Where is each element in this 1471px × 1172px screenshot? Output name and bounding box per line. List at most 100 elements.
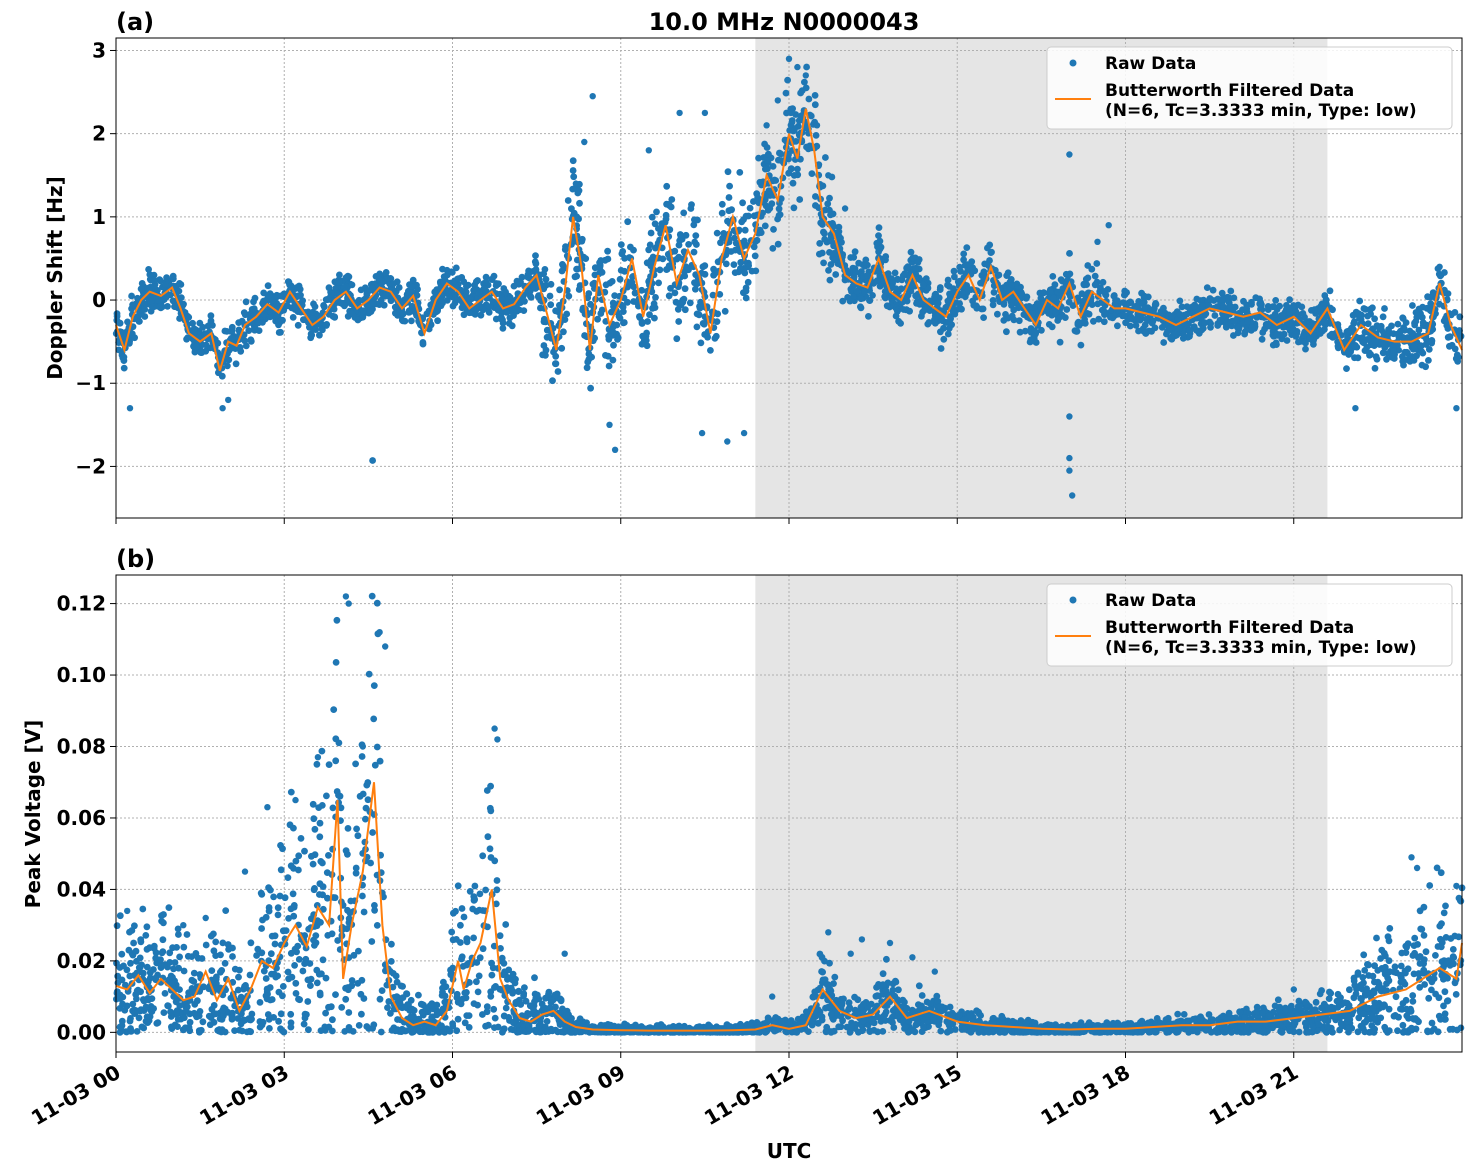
raw-data-point — [1349, 311, 1357, 319]
raw-data-point — [1066, 250, 1073, 257]
raw-data-point — [457, 921, 464, 929]
raw-data-point — [1453, 405, 1460, 412]
raw-data-point — [570, 173, 578, 181]
raw-data-point — [1066, 270, 1074, 278]
raw-data-point — [1273, 331, 1281, 339]
raw-data-point — [1160, 304, 1167, 312]
raw-data-point — [175, 287, 183, 295]
raw-data-point — [892, 312, 900, 320]
raw-data-point — [769, 177, 777, 185]
raw-data-point — [520, 307, 528, 314]
raw-data-point — [325, 284, 333, 292]
raw-data-point — [740, 429, 748, 437]
raw-data-point — [1093, 260, 1101, 267]
raw-data-point — [482, 278, 490, 286]
raw-data-point — [598, 269, 606, 276]
raw-data-point — [690, 248, 698, 256]
raw-data-point — [1409, 302, 1416, 309]
raw-data-point — [1448, 341, 1456, 349]
raw-data-point — [454, 882, 462, 890]
raw-data-point — [251, 326, 259, 334]
raw-data-point — [431, 288, 439, 296]
raw-data-point — [265, 292, 273, 299]
raw-data-point — [207, 932, 215, 940]
raw-data-point — [1270, 303, 1278, 311]
y-tick-label: −1 — [75, 371, 106, 395]
raw-data-point — [521, 984, 528, 991]
raw-data-point — [1121, 312, 1128, 320]
raw-data-point — [587, 300, 594, 308]
raw-data-point — [137, 285, 145, 293]
raw-data-point — [1425, 357, 1432, 364]
raw-data-point — [463, 282, 470, 290]
raw-data-point — [1218, 295, 1226, 303]
raw-data-point — [197, 348, 205, 356]
raw-data-point — [284, 302, 291, 310]
raw-data-point — [277, 317, 285, 325]
raw-data-point — [254, 319, 262, 327]
raw-data-point — [812, 132, 820, 139]
raw-data-point — [576, 199, 583, 207]
raw-data-point — [1193, 327, 1201, 334]
raw-data-point — [1285, 320, 1293, 328]
raw-data-point — [1409, 998, 1417, 1005]
raw-data-point — [524, 271, 532, 278]
raw-data-point — [352, 760, 359, 768]
raw-data-point — [437, 296, 445, 304]
legend-raw-marker — [1069, 59, 1077, 67]
raw-data-point — [694, 216, 701, 224]
raw-data-point — [1113, 297, 1121, 304]
raw-data-point — [829, 220, 836, 227]
raw-data-point — [765, 187, 773, 195]
raw-data-point — [1392, 993, 1400, 1001]
panel-label: (b) — [116, 545, 155, 573]
raw-data-point — [370, 682, 378, 689]
raw-data-point — [145, 266, 153, 273]
raw-data-point — [825, 267, 832, 274]
raw-data-point — [865, 313, 872, 320]
raw-data-point — [234, 986, 242, 994]
raw-data-point — [1152, 300, 1160, 308]
raw-data-point — [718, 200, 726, 208]
raw-data-point — [920, 281, 927, 289]
raw-data-point — [1168, 312, 1176, 320]
raw-data-point — [1046, 287, 1054, 295]
raw-data-point — [701, 109, 709, 117]
raw-data-point — [159, 948, 167, 956]
raw-data-point — [311, 303, 319, 310]
raw-data-point — [185, 313, 193, 321]
raw-data-point — [1380, 340, 1388, 347]
y-tick-label: 2 — [92, 122, 106, 146]
raw-data-point — [289, 314, 297, 321]
raw-data-point — [510, 282, 518, 290]
raw-data-point — [358, 1010, 365, 1018]
raw-data-point — [1114, 322, 1121, 330]
raw-data-point — [728, 206, 735, 214]
raw-data-point — [605, 335, 613, 343]
raw-data-point — [369, 457, 376, 464]
raw-data-point — [946, 290, 953, 298]
raw-data-point — [332, 757, 340, 765]
raw-data-point — [1258, 335, 1266, 343]
raw-data-point — [1160, 339, 1168, 346]
raw-data-point — [1444, 333, 1452, 341]
raw-data-point — [638, 286, 646, 294]
raw-data-point — [1199, 325, 1207, 332]
raw-data-point — [1383, 355, 1390, 363]
raw-data-point — [569, 167, 577, 174]
raw-data-point — [334, 937, 342, 944]
raw-data-point — [811, 92, 819, 99]
raw-data-point — [1094, 238, 1101, 245]
raw-data-point — [784, 76, 791, 84]
raw-data-point — [1007, 296, 1015, 303]
raw-data-point — [1217, 316, 1225, 324]
raw-data-point — [1371, 364, 1379, 372]
raw-data-point — [473, 978, 480, 986]
y-axis-label: Doppler Shift [Hz] — [43, 176, 67, 380]
raw-data-point — [309, 860, 317, 868]
raw-data-point — [287, 949, 295, 957]
raw-data-point — [325, 761, 333, 768]
raw-data-point — [582, 255, 590, 262]
raw-data-point — [826, 276, 834, 284]
